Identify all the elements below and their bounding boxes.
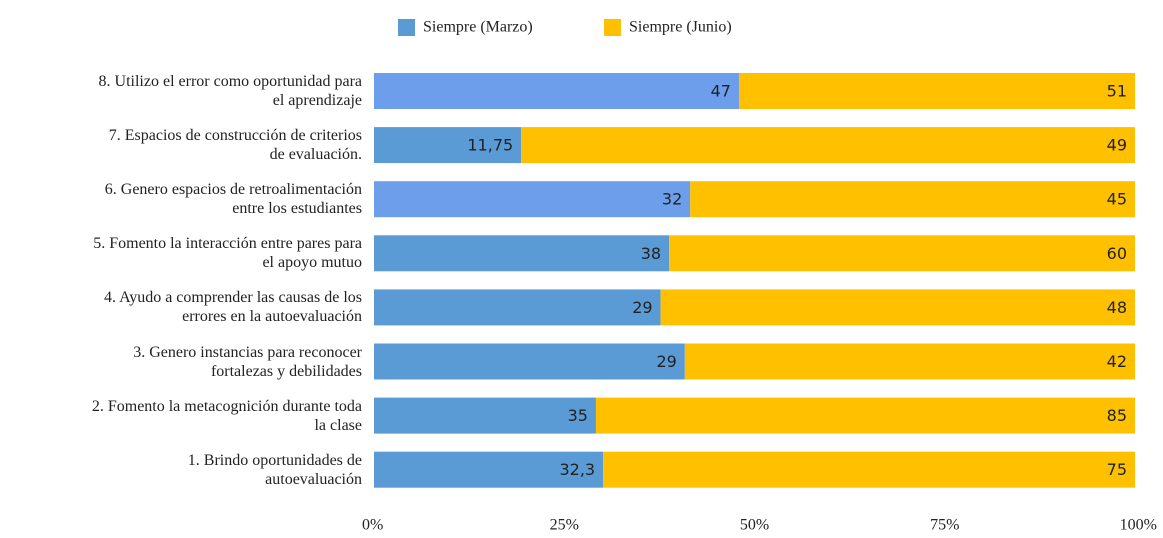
legend-swatch bbox=[398, 19, 415, 36]
bar-segment bbox=[595, 397, 1135, 434]
bar-segment bbox=[374, 235, 670, 272]
bar-segment bbox=[660, 289, 1135, 326]
bar-segment bbox=[521, 127, 1135, 164]
data-label: 51 bbox=[1107, 82, 1127, 101]
data-label: 35 bbox=[568, 406, 588, 425]
x-tick-label: 25% bbox=[550, 517, 579, 534]
data-label: 75 bbox=[1107, 460, 1127, 479]
category-label: 6. Genero espacios de retroalimentación … bbox=[104, 181, 362, 218]
bar-segment bbox=[603, 451, 1135, 488]
bar-segment bbox=[684, 343, 1135, 380]
data-label: 32,3 bbox=[559, 460, 595, 479]
category-label: 4. Ayudo a comprender las causas de los … bbox=[103, 289, 362, 326]
legend-label: Siempre (Junio) bbox=[629, 19, 732, 36]
bar-segment bbox=[374, 289, 661, 326]
x-tick-label: 75% bbox=[930, 517, 959, 534]
legend-swatch bbox=[604, 19, 621, 36]
data-label: 47 bbox=[711, 82, 731, 101]
category-label: 3. Genero instancias para reconocer fort… bbox=[133, 343, 362, 380]
data-label: 42 bbox=[1107, 352, 1127, 371]
bar-segment bbox=[374, 397, 596, 434]
category-label: 5. Fomento la interacción entre pares pa… bbox=[93, 235, 362, 272]
x-tick-label: 0% bbox=[362, 517, 383, 534]
data-label: 11,75 bbox=[467, 136, 513, 155]
data-label: 29 bbox=[632, 298, 652, 317]
data-label: 32 bbox=[662, 190, 682, 209]
data-label: 45 bbox=[1107, 190, 1127, 209]
bar-segment bbox=[374, 73, 739, 109]
category-label: 1. Brindo oportunidades de autoevaluació… bbox=[187, 451, 362, 488]
bar-segment bbox=[374, 343, 685, 380]
bar-segment bbox=[738, 73, 1135, 109]
legend-label: Siempre (Marzo) bbox=[423, 19, 533, 36]
data-label: 29 bbox=[656, 352, 676, 371]
category-label: 7. Espacios de construcción de criterios… bbox=[108, 127, 362, 164]
bar-segment bbox=[374, 181, 691, 218]
category-label: 2. Fomento la metacognición durante toda… bbox=[91, 397, 362, 434]
bar-segment bbox=[669, 235, 1135, 272]
data-label: 48 bbox=[1107, 298, 1127, 317]
data-label: 60 bbox=[1107, 244, 1127, 263]
x-tick-label: 100% bbox=[1120, 517, 1157, 534]
bar-segment bbox=[374, 451, 604, 488]
data-label: 85 bbox=[1107, 406, 1127, 425]
category-label: 8. Utilizo el error como oportunidad par… bbox=[98, 73, 362, 109]
bar-segment bbox=[690, 181, 1135, 218]
data-label: 38 bbox=[641, 244, 661, 263]
x-tick-label: 50% bbox=[740, 517, 769, 534]
data-label: 49 bbox=[1107, 136, 1127, 155]
bar-segment bbox=[374, 127, 522, 164]
